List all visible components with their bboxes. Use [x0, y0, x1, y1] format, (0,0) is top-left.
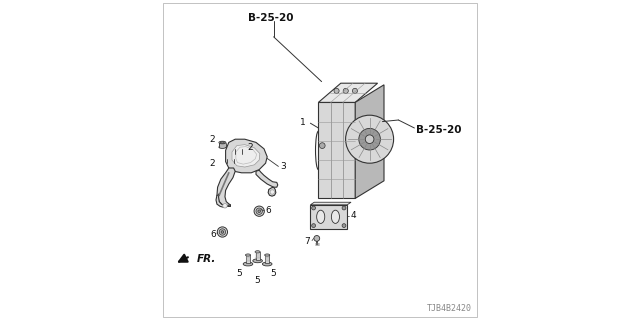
Ellipse shape	[235, 148, 242, 150]
Ellipse shape	[265, 254, 270, 256]
Polygon shape	[226, 139, 268, 173]
Text: 2: 2	[247, 143, 253, 152]
Bar	[246, 255, 250, 263]
Polygon shape	[232, 145, 260, 167]
Circle shape	[334, 88, 339, 93]
Ellipse shape	[227, 162, 234, 164]
Circle shape	[342, 206, 346, 210]
Polygon shape	[256, 170, 278, 187]
Circle shape	[223, 204, 227, 208]
Circle shape	[314, 236, 320, 241]
Ellipse shape	[246, 254, 251, 256]
Text: 5: 5	[255, 276, 260, 285]
Text: 5: 5	[236, 269, 242, 278]
Bar	[227, 158, 234, 163]
Bar	[219, 142, 226, 147]
Circle shape	[221, 231, 224, 233]
Ellipse shape	[235, 152, 242, 155]
Ellipse shape	[228, 158, 232, 159]
Text: FR.: FR.	[197, 254, 216, 264]
Polygon shape	[319, 102, 355, 198]
Circle shape	[256, 208, 262, 214]
Text: 6: 6	[265, 206, 271, 215]
Text: 2: 2	[209, 159, 215, 168]
Bar	[256, 252, 260, 260]
Circle shape	[365, 135, 374, 143]
Circle shape	[359, 128, 380, 150]
Circle shape	[312, 224, 316, 228]
Text: TJB4B2420: TJB4B2420	[427, 304, 472, 313]
Polygon shape	[268, 187, 276, 196]
Polygon shape	[216, 194, 230, 207]
Text: B-25-20: B-25-20	[248, 12, 293, 23]
Text: 6: 6	[211, 230, 216, 239]
Ellipse shape	[255, 251, 260, 253]
Polygon shape	[319, 83, 378, 102]
Circle shape	[254, 206, 264, 216]
Bar	[265, 255, 269, 263]
Text: 3: 3	[280, 162, 285, 171]
Circle shape	[353, 88, 358, 93]
Text: 7: 7	[305, 237, 310, 246]
Text: B-25-20: B-25-20	[416, 124, 461, 135]
Polygon shape	[217, 168, 236, 206]
Polygon shape	[310, 205, 347, 229]
Ellipse shape	[317, 210, 324, 223]
Circle shape	[219, 229, 226, 235]
Ellipse shape	[262, 262, 272, 266]
Ellipse shape	[227, 157, 234, 160]
Ellipse shape	[236, 148, 241, 150]
Ellipse shape	[219, 146, 226, 148]
Ellipse shape	[253, 259, 262, 263]
Circle shape	[346, 115, 394, 163]
Text: 4: 4	[351, 212, 356, 220]
Circle shape	[270, 190, 275, 194]
Text: 5: 5	[270, 269, 276, 278]
Circle shape	[343, 88, 348, 93]
Text: 1: 1	[300, 118, 306, 127]
FancyArrowPatch shape	[179, 255, 188, 262]
Circle shape	[312, 206, 316, 210]
Ellipse shape	[219, 141, 226, 144]
Text: 2: 2	[209, 135, 215, 144]
Circle shape	[319, 143, 325, 148]
Bar	[235, 149, 242, 154]
Polygon shape	[355, 85, 384, 198]
Polygon shape	[310, 202, 351, 205]
Ellipse shape	[243, 262, 253, 266]
Ellipse shape	[332, 210, 339, 223]
Ellipse shape	[220, 142, 225, 143]
Circle shape	[258, 210, 260, 212]
Circle shape	[342, 224, 346, 228]
Circle shape	[218, 227, 228, 237]
